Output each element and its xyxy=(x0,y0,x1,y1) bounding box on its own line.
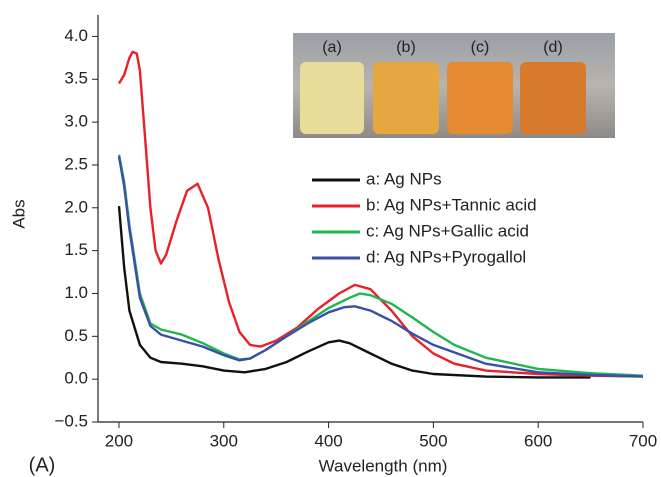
series-line xyxy=(117,205,591,379)
y-tick-label: −0.5 xyxy=(54,411,88,430)
inset-label: (b) xyxy=(396,39,416,56)
y-tick-label: 2.0 xyxy=(64,197,88,216)
series-line xyxy=(117,156,644,378)
y-tick-label: 1.0 xyxy=(64,283,88,302)
y-tick-label: 3.5 xyxy=(64,69,88,88)
x-tick-label: 400 xyxy=(314,431,342,450)
inset-label: (c) xyxy=(471,39,490,56)
inset-label: (d) xyxy=(543,39,563,56)
y-tick-label: 2.5 xyxy=(64,154,88,173)
x-axis-label: Wavelength (nm) xyxy=(319,456,448,475)
x-tick-label: 200 xyxy=(105,431,133,450)
legend-label: c: Ag NPs+Gallic acid xyxy=(366,221,529,240)
y-tick-label: 4.0 xyxy=(64,26,88,45)
panel-label: (A) xyxy=(29,454,56,476)
series-line xyxy=(117,50,644,378)
y-tick-label: 0.0 xyxy=(64,369,88,388)
inset-label: (a) xyxy=(322,39,342,56)
legend-label: d: Ag NPs+Pyrogallol xyxy=(366,247,526,266)
inset-photo xyxy=(293,33,615,138)
legend-label: b: Ag NPs+Tannic acid xyxy=(366,195,537,214)
x-tick-label: 600 xyxy=(524,431,552,450)
x-tick-label: 700 xyxy=(629,431,657,450)
legend-label: a: Ag NPs xyxy=(366,169,442,188)
y-tick-label: 1.5 xyxy=(64,240,88,259)
y-tick-label: 0.5 xyxy=(64,326,88,345)
y-tick-label: 3.0 xyxy=(64,112,88,131)
y-axis-label: Abs xyxy=(9,199,28,228)
x-tick-label: 500 xyxy=(419,431,447,450)
x-tick-label: 300 xyxy=(210,431,238,450)
